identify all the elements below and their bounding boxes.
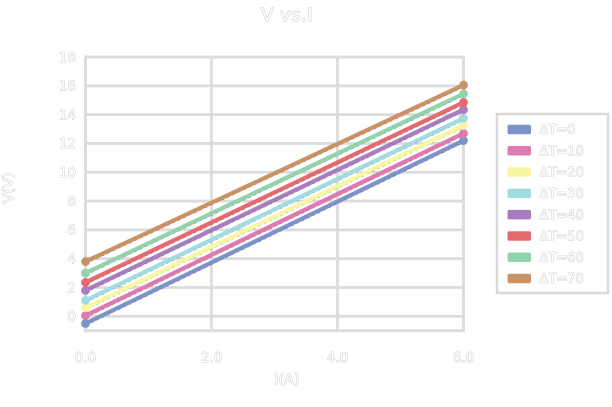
series-line-dtT-0 — [83, 138, 466, 326]
y-tick-label: 16 — [59, 79, 76, 95]
legend-swatch — [507, 209, 531, 220]
legend-swatch — [507, 252, 531, 262]
y-axis-title: V(V) — [1, 172, 17, 203]
x-tick-label: 6.0 — [453, 350, 474, 366]
y-tick-label: 6 — [67, 223, 76, 239]
data-point-dtT-40 — [81, 285, 90, 295]
legend-swatch — [507, 188, 531, 199]
legend-label: ΔT=30 — [540, 187, 584, 202]
legend-label: ΔT=0 — [540, 123, 576, 138]
y-tick-label: 12 — [59, 136, 76, 152]
series-line-dtT-70 — [83, 82, 466, 264]
legend: ΔT=0 ΔT=10 ΔT=20 ΔT=30 ΔT=40 ΔT=50 ΔT=60 ΔT=70 — [495, 112, 610, 295]
data-point-dtT-70 — [459, 80, 468, 90]
x-tick-label: 2.0 — [201, 350, 222, 366]
legend-label: ΔT=10 — [540, 144, 584, 159]
data-point-dtT-10 — [459, 128, 468, 138]
x-tick-label: 0.0 — [75, 350, 96, 366]
legend-swatch — [507, 146, 531, 156]
legend-swatch — [507, 167, 531, 177]
legend-swatch — [507, 124, 531, 135]
y-tick-label: 2 — [67, 280, 76, 296]
data-point-dtT-30 — [81, 296, 90, 305]
data-point-dtT-0 — [81, 319, 90, 328]
y-tick-label: 14 — [59, 107, 76, 123]
x-axis-title: I(A) — [274, 372, 300, 388]
legend-label: ΔT=70 — [540, 272, 584, 287]
legend-box — [495, 112, 610, 295]
y-tick-label: 4 — [67, 251, 76, 267]
series-line-dtT-60 — [83, 91, 466, 276]
data-point-dtT-40 — [459, 105, 468, 114]
legend-label: ΔT=20 — [540, 166, 584, 181]
legend-label: ΔT=40 — [540, 208, 584, 223]
series-lines — [81, 80, 468, 328]
data-point-dtT-50 — [81, 278, 90, 287]
y-tick-label: 10 — [59, 165, 76, 181]
data-point-dtT-20 — [459, 121, 468, 130]
series-line-dtT-40 — [83, 107, 466, 293]
chart-title: V vs.I — [261, 5, 313, 26]
y-tick-label: 0 — [67, 309, 76, 325]
series-line-dtT-30 — [83, 116, 466, 303]
data-point-dtT-20 — [81, 303, 90, 313]
data-point-dtT-10 — [81, 311, 90, 320]
series-line-dtT-20 — [83, 123, 466, 310]
legend-label: ΔT=50 — [540, 230, 584, 245]
data-point-dtT-60 — [81, 268, 90, 278]
data-point-dtT-0 — [459, 136, 468, 145]
y-tick-label: 18 — [59, 50, 76, 66]
data-point-dtT-60 — [459, 89, 468, 99]
data-point-dtT-70 — [81, 257, 90, 266]
y-tick-label: 8 — [67, 194, 76, 210]
legend-swatch — [507, 231, 531, 241]
data-point-dtT-50 — [459, 97, 468, 107]
series-line-dtT-50 — [83, 100, 466, 285]
data-point-dtT-30 — [459, 113, 468, 123]
x-tick-label: 4.0 — [327, 350, 348, 366]
legend-label: ΔT=60 — [540, 251, 584, 266]
series-line-dtT-10 — [83, 131, 466, 318]
axis-tick-labels: 18 16 14 12 10 8 6 4 2 0 0.0 2.0 4.0 6.0 — [58, 49, 474, 366]
legend-swatch — [507, 273, 531, 284]
plot-frame — [84, 55, 465, 333]
